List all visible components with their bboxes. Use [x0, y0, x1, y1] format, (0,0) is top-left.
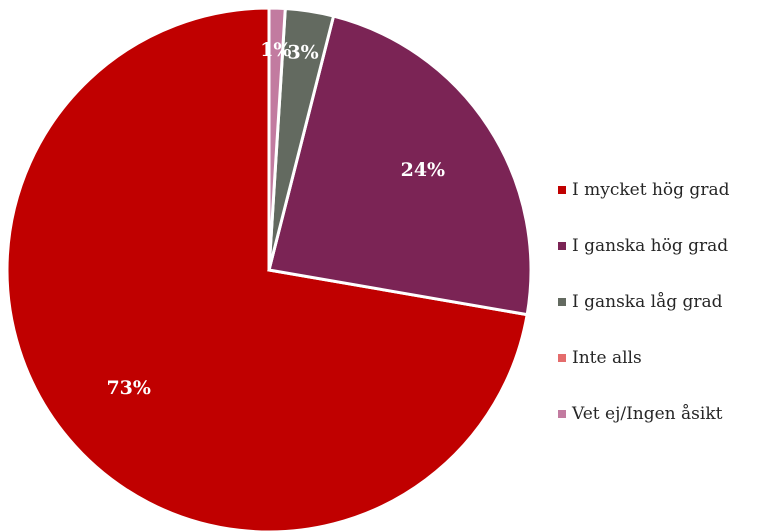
legend-label-i-ganska-lag-grad: I ganska låg grad — [572, 292, 723, 312]
data-label-vet-ej-ingen-asikt: 1% — [260, 39, 291, 61]
slice-vet-ej-ingen-asikt — [267, 6, 287, 271]
legend-label-i-mycket-hog-grad: I mycket hög grad — [572, 180, 730, 200]
legend-item-i-ganska-lag-grad: I ganska låg grad — [558, 292, 723, 312]
data-label-i-ganska-hog-grad: 24% — [401, 159, 446, 181]
legend-swatch-i-ganska-hog-grad — [558, 242, 566, 250]
legend-label-i-ganska-hog-grad: I ganska hög grad — [572, 236, 728, 256]
legend-swatch-vet-ej-ingen-asikt — [558, 410, 566, 418]
legend-label-inte-alls: Inte alls — [572, 348, 642, 368]
slice-i-ganska-hog-grad — [267, 14, 533, 317]
legend-swatch-i-ganska-lag-grad — [558, 298, 566, 306]
legend: I mycket hög grad I ganska hög grad I gans… — [558, 180, 730, 424]
legend-label-vet-ej-ingen-asikt: Vet ej/Ingen åsikt — [571, 404, 723, 424]
legend-item-i-mycket-hog-grad: I mycket hög grad — [558, 180, 730, 200]
pie-slices — [5, 6, 533, 532]
data-label-i-mycket-hog-grad: 73% — [106, 377, 151, 399]
pie-data-labels: 73% 24% 3%1% — [106, 39, 445, 399]
legend-swatch-i-mycket-hog-grad — [558, 186, 566, 194]
data-label-i-ganska-lag-grad: 3% — [287, 42, 318, 64]
slice-i-mycket-hog-grad — [5, 6, 529, 532]
legend-item-vet-ej-ingen-asikt: Vet ej/Ingen åsikt — [558, 404, 723, 424]
legend-swatch-inte-alls — [558, 354, 566, 362]
legend-item-i-ganska-hog-grad: I ganska hög grad — [558, 236, 728, 256]
legend-item-inte-alls: Inte alls — [558, 348, 642, 368]
